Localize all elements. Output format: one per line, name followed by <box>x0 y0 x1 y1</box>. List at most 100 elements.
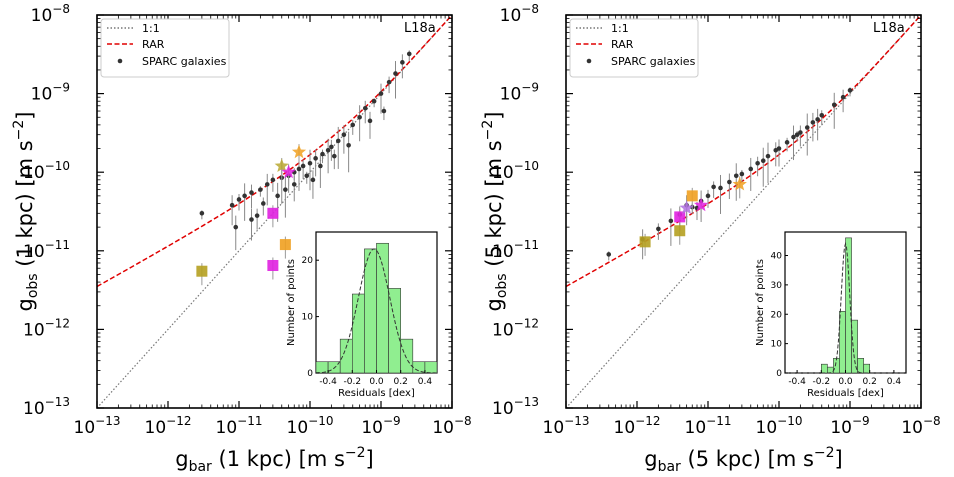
legend-label: 1:1 <box>611 22 629 35</box>
panel-tag: L18a <box>873 21 905 36</box>
histogram-bar <box>833 358 840 374</box>
rar-curve <box>566 15 921 288</box>
highlight-square <box>674 211 686 223</box>
histogram-bar <box>845 237 852 374</box>
sparc-point <box>357 114 362 120</box>
panel-left: 10−1310−1310−1210−1210−1110−1110−1010−10… <box>11 2 472 475</box>
highlight-star <box>732 176 747 191</box>
axes-frame <box>96 14 453 409</box>
sparc-point <box>304 173 310 179</box>
sparc-point <box>804 125 810 130</box>
legend-box <box>569 18 699 78</box>
sparc-point <box>258 187 263 192</box>
histogram-bar <box>388 288 402 374</box>
sparc-point <box>350 122 356 128</box>
legend-swatch-sparc <box>117 58 123 64</box>
inset-y-tick-label: 20 <box>302 256 314 266</box>
x-tick-label: 10−12 <box>614 414 661 438</box>
sparc-point <box>283 187 288 192</box>
sparc-point <box>261 201 266 206</box>
histogram-bar <box>424 361 438 374</box>
histogram-bar <box>376 242 389 374</box>
highlight-star <box>679 200 694 215</box>
highlight-square <box>639 236 651 248</box>
panel-right: 10−1310−1310−1210−1210−1110−1110−1010−10… <box>480 2 941 475</box>
inset-y-tick-label: 30 <box>771 281 783 291</box>
legend-box <box>100 18 230 78</box>
sparc-point <box>307 160 313 166</box>
sparc-point <box>275 193 280 199</box>
inset-y-tick-label: 0 <box>776 369 782 379</box>
y-axis-label: gobs (5 kpc) [m s−2] <box>480 111 510 311</box>
legend: 1:1 RAR SPARC galaxies <box>569 18 699 78</box>
y-tick-label: 10−9 <box>500 81 539 105</box>
sparc-point <box>791 134 796 140</box>
sparc-point <box>400 60 405 65</box>
histogram-bar <box>851 319 858 374</box>
highlight-square <box>196 265 208 277</box>
legend: 1:1 RAR SPARC galaxies <box>100 18 230 78</box>
sparc-point <box>249 217 254 222</box>
histogram-bar <box>339 338 353 374</box>
y-tick-label: 10−13 <box>23 395 70 419</box>
x-tick-label: 10−10 <box>287 414 334 438</box>
plot-area <box>97 15 452 408</box>
y-tick-label: 10−8 <box>31 2 70 26</box>
legend-label: 1:1 <box>142 22 160 35</box>
highlight-square <box>674 225 686 237</box>
x-tick-label: 10−11 <box>685 414 732 438</box>
legend-label: RAR <box>611 38 634 51</box>
sparc-point <box>760 158 766 164</box>
histogram-bar <box>863 363 871 374</box>
sparc-point <box>332 153 337 159</box>
sparc-point <box>362 106 368 111</box>
gaussian-fit <box>785 241 906 374</box>
inset-x-label: Residuals [dex] <box>338 388 415 399</box>
highlight-square <box>267 260 279 272</box>
sparc-point <box>381 108 387 114</box>
sparc-point <box>199 210 205 216</box>
sparc-point <box>773 147 779 153</box>
inset-x-tick-label: 0.4 <box>887 377 902 387</box>
sparc-point <box>242 193 247 199</box>
sparc-point <box>656 226 661 232</box>
highlight-star <box>291 144 307 159</box>
x-tick-label: 10−10 <box>756 414 803 438</box>
inset-x-tick-label: -0.2 <box>344 377 362 387</box>
sparc-point <box>815 117 820 122</box>
y-axis-label: gobs (1 kpc) [m s−2] <box>11 111 41 311</box>
sparc-point <box>810 120 816 125</box>
x-tick-label: 10−13 <box>74 414 121 438</box>
x-tick-label: 10−9 <box>361 414 400 438</box>
highlight-square <box>279 239 291 251</box>
x-tick-label: 10−11 <box>216 414 263 438</box>
sparc-point <box>264 182 270 187</box>
sparc-point <box>249 190 254 195</box>
sparc-point <box>733 173 739 179</box>
histogram-bar <box>839 311 846 374</box>
panel-tag: L18a <box>404 21 436 36</box>
inset-x-tick-label: -0.4 <box>319 377 337 387</box>
legend-label: SPARC galaxies <box>142 55 227 68</box>
histogram-bar <box>820 363 828 374</box>
sparc-point <box>784 140 790 145</box>
x-tick-label: 10−13 <box>543 414 590 438</box>
sparc-point <box>371 98 377 104</box>
sparc-point <box>739 171 745 177</box>
inset-x-tick-label: -0.4 <box>788 377 806 387</box>
histogram-bar <box>412 361 426 374</box>
y-tick-label: 10−12 <box>492 316 539 340</box>
sparc-point <box>236 197 242 202</box>
sparc-point <box>794 132 800 137</box>
sparc-point <box>727 179 732 185</box>
y-tick-label: 10−8 <box>500 2 539 26</box>
sparc-point <box>718 185 723 191</box>
inset-y-tick-label: 0 <box>307 369 313 379</box>
sparc-point <box>798 130 803 135</box>
sparc-point <box>296 166 302 172</box>
inset-x-tick-label: 0.0 <box>838 377 853 387</box>
highlight-star <box>274 158 289 172</box>
inset-histogram: -0.4 -0.2 0.0 0.2 0.4 0 10 20 30 40 Residuals [dex… <box>755 231 907 399</box>
inset-y-label: Number of points <box>755 259 766 346</box>
sparc-point <box>831 102 837 108</box>
